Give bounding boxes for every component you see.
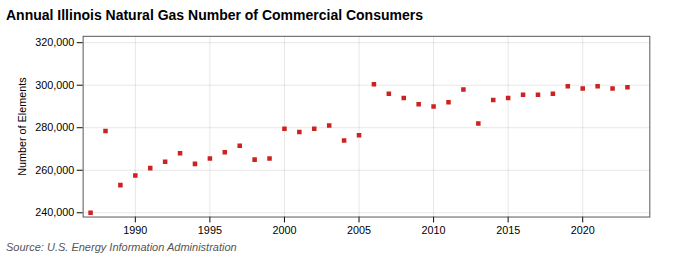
svg-text:280,000: 280,000 — [35, 121, 74, 133]
svg-text:1990: 1990 — [123, 224, 147, 236]
svg-text:Number of Elements: Number of Elements — [16, 77, 28, 176]
svg-text:240,000: 240,000 — [35, 206, 74, 218]
svg-text:260,000: 260,000 — [35, 164, 74, 176]
html-text:Annual Illinois Natural Gas Nu: Annual Illinois Natural Gas Number of Co… — [6, 7, 423, 23]
svg-text:2015: 2015 — [496, 224, 520, 236]
html-text:Source: U.S. Energy Informatio: Source: U.S. Energy Information Administ… — [6, 241, 237, 254]
svg-text:2010: 2010 — [422, 224, 446, 236]
svg-text:320,000: 320,000 — [35, 36, 74, 48]
svg-text:2005: 2005 — [347, 224, 371, 236]
svg-text:2000: 2000 — [272, 224, 296, 236]
svg-text:2020: 2020 — [571, 224, 595, 236]
svg-text:300,000: 300,000 — [35, 79, 74, 91]
svg-text:1995: 1995 — [198, 224, 222, 236]
